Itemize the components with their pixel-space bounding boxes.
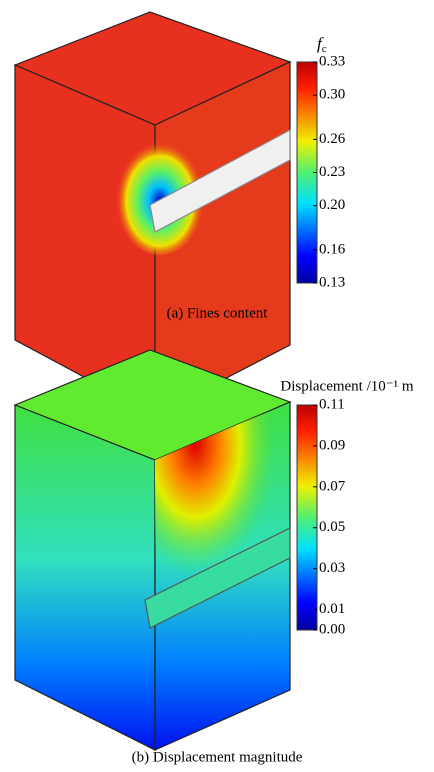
colorbar-tick-label: 0.00 xyxy=(319,621,345,637)
caption: (a) Fines content xyxy=(167,305,269,321)
colorbar-tick-label: 0.05 xyxy=(319,519,345,535)
colorbar-tick-label: 0.03 xyxy=(319,560,345,576)
colorbar-tick-label: 0.13 xyxy=(319,274,345,290)
cube-b xyxy=(15,350,290,750)
colorbar-tick-label: 0.11 xyxy=(319,396,345,412)
colorbar-tick-label: 0.01 xyxy=(319,601,345,617)
caption: (b) Displacement magnitude xyxy=(132,749,303,765)
colorbar-label: Displacement /10⁻¹ m xyxy=(280,378,414,394)
colorbar-tick-label: 0.33 xyxy=(319,53,345,69)
colorbar-tick-label: 0.30 xyxy=(319,87,345,103)
colorbar xyxy=(297,405,317,630)
label-subscript: c xyxy=(322,43,327,55)
colorbar-tick-label: 0.09 xyxy=(319,437,345,453)
colorbar-tick-label: 0.20 xyxy=(319,197,345,213)
colorbar-tick-label: 0.16 xyxy=(319,241,346,257)
figure: 0.13 0.16 0.20 0.23 0.26 0.30 0.33fc (a) Fines … xyxy=(0,0,434,772)
colorbar-tick-label: 0.07 xyxy=(319,478,346,494)
colorbar-tick-label: 0.26 xyxy=(319,131,346,147)
colorbar-tick-label: 0.23 xyxy=(319,164,345,180)
colorbar-label: fc xyxy=(317,34,327,55)
